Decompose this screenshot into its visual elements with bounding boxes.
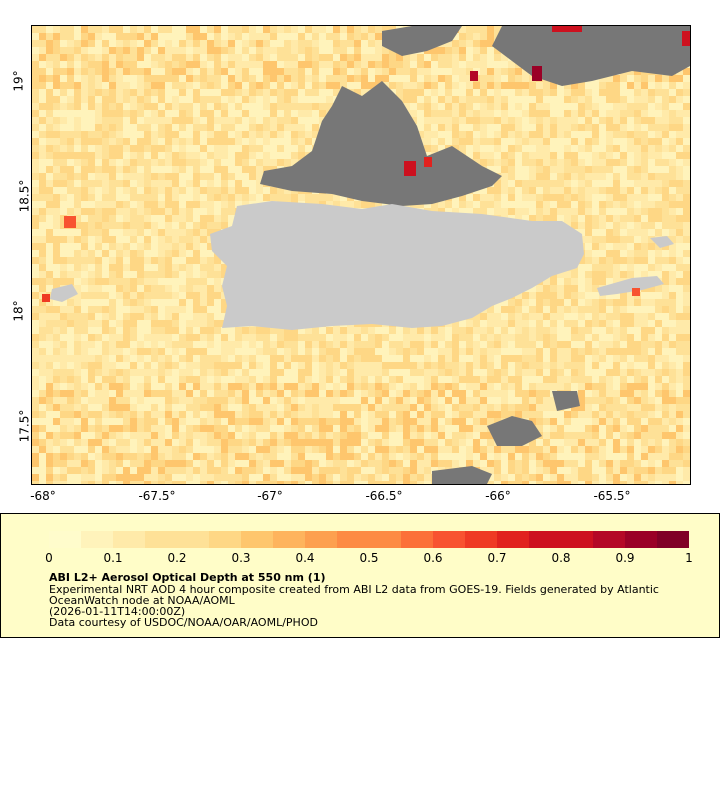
high-aod-patch xyxy=(42,294,50,302)
legend-timestamp: (2026-01-11T14:00:00Z) xyxy=(49,605,186,618)
vieques-land xyxy=(597,276,664,296)
colorbar xyxy=(49,531,689,548)
colorbar-tick-label: 0.7 xyxy=(487,551,507,565)
colorbar-segment xyxy=(369,531,401,548)
x-tick-label: -68° xyxy=(30,489,56,503)
colorbar-segment xyxy=(593,531,625,548)
no-data-region-north-2 xyxy=(382,26,462,56)
legend-description: OceanWatch node at NOAA/AOML xyxy=(49,594,235,607)
colorbar-segment xyxy=(177,531,209,548)
colorbar-tick-label: 0.1 xyxy=(103,551,123,565)
colorbar-segment xyxy=(49,531,81,548)
y-tick-label: 18.5° xyxy=(17,179,32,213)
colorbar-tick-label: 1 xyxy=(685,551,693,565)
colorbar-segment xyxy=(465,531,497,548)
colorbar-segment xyxy=(433,531,465,548)
legend-panel: 0 0.1 0.2 0.3 0.4 0.5 0.6 0.7 0.8 0.9 1 … xyxy=(0,513,720,638)
high-aod-patch xyxy=(552,26,582,32)
colorbar-tick-label: 0 xyxy=(45,551,53,565)
map-plot-area[interactable] xyxy=(31,25,691,485)
no-data-region-southwest xyxy=(432,466,492,484)
no-data-region-south xyxy=(487,416,542,446)
culebra-land xyxy=(650,236,674,248)
high-aod-patch xyxy=(64,216,76,228)
colorbar-segment xyxy=(145,531,177,548)
colorbar-segment xyxy=(241,531,273,548)
aod-map xyxy=(32,26,690,484)
high-aod-patch xyxy=(470,71,478,81)
colorbar-segment xyxy=(113,531,145,548)
colorbar-segment xyxy=(209,531,241,548)
colorbar-segment xyxy=(305,531,337,548)
x-tick-label: -67° xyxy=(257,489,283,503)
colorbar-segment xyxy=(625,531,657,548)
high-aod-patch xyxy=(424,157,432,167)
colorbar-tick-label: 0.2 xyxy=(167,551,187,565)
mona-land xyxy=(50,284,78,302)
aod-pixel-texture xyxy=(32,26,690,484)
colorbar-segment xyxy=(337,531,369,548)
colorbar-segment xyxy=(561,531,593,548)
colorbar-segment xyxy=(81,531,113,548)
legend-credit: Data courtesy of USDOC/NOAA/OAR/AOML/PHO… xyxy=(49,616,318,629)
colorbar-segment xyxy=(657,531,689,548)
x-tick-label: -66.5° xyxy=(365,489,403,503)
high-aod-patch xyxy=(532,66,542,81)
colorbar-tick-label: 0.3 xyxy=(231,551,251,565)
high-aod-patch xyxy=(404,161,416,176)
high-aod-patch xyxy=(632,288,640,296)
x-tick-label: -65.5° xyxy=(593,489,631,503)
legend-title: ABI L2+ Aerosol Optical Depth at 550 nm … xyxy=(49,571,326,584)
x-tick-label: -66° xyxy=(485,489,511,503)
y-tick-label: 17.5° xyxy=(17,409,32,443)
colorbar-tick-label: 0.6 xyxy=(423,551,443,565)
colorbar-segment xyxy=(273,531,305,548)
legend-description: Experimental NRT AOD 4 hour composite cr… xyxy=(49,583,659,596)
colorbar-segment xyxy=(401,531,433,548)
colorbar-segment xyxy=(529,531,561,548)
puerto-rico-land xyxy=(210,201,584,330)
high-aod-patch xyxy=(682,31,690,46)
no-data-region-north xyxy=(260,81,502,206)
colorbar-tick-label: 0.5 xyxy=(359,551,379,565)
no-data-region-southeast xyxy=(552,391,580,411)
y-tick-label: 18° xyxy=(11,300,26,322)
y-tick-label: 19° xyxy=(11,70,26,92)
x-tick-label: -67.5° xyxy=(138,489,176,503)
colorbar-tick-label: 0.8 xyxy=(551,551,571,565)
colorbar-tick-label: 0.4 xyxy=(295,551,315,565)
colorbar-segment xyxy=(497,531,529,548)
colorbar-tick-label: 0.9 xyxy=(615,551,635,565)
